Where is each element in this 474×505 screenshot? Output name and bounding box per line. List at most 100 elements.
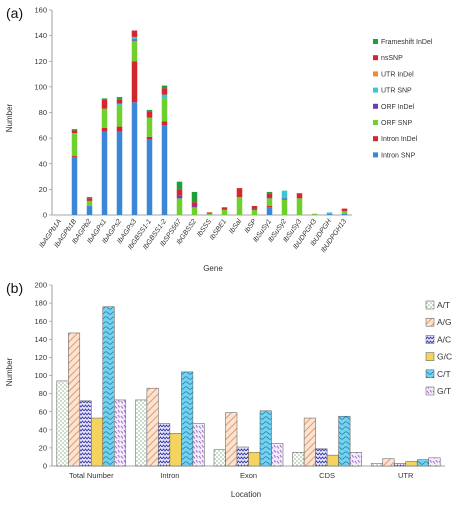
bar-ibgbss1-2-nssnp [161, 88, 168, 95]
b-x-axis-label: Location [231, 490, 261, 499]
bar-ibagpb1b-frameshift-indel [71, 129, 78, 131]
a-bars [71, 30, 348, 215]
legend-label-nssnp: nsSNP [381, 55, 403, 62]
legend-label-a-g: A/G [437, 317, 452, 327]
bar-ibsusy1-frameshift-indel [266, 191, 273, 194]
b-y-tick-label: 140 [34, 335, 47, 344]
bar-exon-g-t [271, 443, 284, 467]
bar-exon-a-c [236, 446, 249, 467]
legend-label-a-t: A/T [437, 300, 450, 310]
bar-ibagps3-orf-snp [131, 40, 138, 62]
bar-utr-a-g [382, 458, 395, 467]
bar-ibsss-nssnp [206, 212, 213, 214]
b-x-tick-label: Total Number [69, 471, 114, 480]
bar-utr-a-c [393, 463, 406, 467]
bar-ibagpb2-intron-snp [86, 206, 93, 215]
b-y-tick-label: 100 [34, 371, 47, 380]
bar-ibsusy3-orf-snp [296, 198, 303, 215]
b-bars [56, 306, 441, 467]
a-y-tick-label: 40 [39, 159, 47, 168]
bar-ibagpb2-orf-snp [86, 200, 93, 207]
a-y-tick-label: 80 [39, 108, 47, 117]
b-y-tick-label: 180 [34, 299, 47, 308]
a-x-tick-labels: IbAGPb1AIbAGPb1BIbAGPb2IbAGPs1IbAGPs2IbA… [38, 217, 348, 254]
legend-label-g-t: G/T [437, 386, 451, 396]
bar-ibgbss2-orf-indel [191, 206, 198, 208]
bar-exon-g-c [248, 452, 261, 467]
bar-total-number-g-t [114, 399, 127, 467]
b-legend: A/T A/G A/C G/C C/T G/T [425, 300, 452, 396]
bar-exon-c-t [259, 410, 272, 467]
bar-ibagps3-intron-indel [131, 61, 138, 103]
b-y-tick-label: 20 [39, 444, 47, 453]
a-y-tick-label: 120 [34, 57, 47, 66]
a-y-tick-label: 60 [39, 134, 47, 143]
legend-swatch-c-t [425, 369, 435, 379]
b-x-tick-labels: Total Number Intron Exon CDS UTR [69, 471, 414, 480]
legend-swatch-a-g [425, 317, 435, 327]
legend-swatch-intron-indel [373, 136, 378, 142]
b-y-tick-label: 200 [34, 281, 47, 290]
bar-ibgbss1-1-intron-snp [146, 139, 153, 215]
bar-ibgbss1-2-orf-snp [161, 98, 168, 122]
bar-ibudpgh-intron-snp [326, 213, 333, 215]
bar-ibagps1-intron-snp [101, 131, 108, 215]
a-y-tick-label: 140 [34, 31, 47, 40]
bar-ibagpb1b-orf-snp [71, 133, 78, 157]
bar-intron-a-t [135, 399, 148, 467]
bar-utr-a-t [370, 463, 383, 467]
bar-utr-g-c [405, 461, 418, 467]
legend-label-intron-snp: Intron SNP [381, 152, 416, 159]
legend-swatch-frameshift-indel [373, 39, 378, 44]
bar-ibagps3-orf-indel [131, 39, 138, 41]
bar-intron-g-t [192, 423, 205, 467]
bar-intron-c-t [181, 371, 194, 467]
legend-label-utr-indel: UTR InDel [381, 71, 414, 78]
bar-ibgbss1-2-utr-snp [161, 94, 168, 99]
bar-utr-g-t [428, 457, 441, 467]
bar-intron-g-c [169, 433, 182, 467]
bar-total-number-g-c [91, 417, 104, 467]
bar-ibgbss2-nssnp [191, 202, 198, 207]
bar-total-number-a-c [79, 400, 92, 467]
bar-ibagps3-intron-snp [131, 102, 138, 215]
legend-label-c-t: C/T [437, 369, 451, 379]
bar-ibsal-orf-snp [236, 197, 243, 215]
panel-a-label: (a) [6, 5, 23, 21]
bar-ibsbe1-nssnp [221, 207, 228, 210]
panel-b-label: (b) [6, 280, 23, 296]
bar-ibagps1-frameshift-indel [101, 98, 108, 100]
bar-ibagps2-utr-snp [116, 103, 123, 107]
a-axes: 0 20 40 60 80 100 120 140 160 [34, 6, 352, 220]
bar-total-number-a-t [56, 380, 69, 467]
bar-ibagps2-frameshift-indel [116, 97, 123, 100]
b-y-tick-label: 60 [39, 407, 47, 416]
bar-total-number-c-t [102, 306, 115, 467]
bar-ibagps1-nssnp [101, 99, 108, 109]
bar-ibsal-nssnp [236, 188, 243, 198]
bar-ibgbss1-1-frameshift-indel [146, 109, 153, 112]
bar-ibgbss1-1-nssnp [146, 111, 153, 118]
legend-swatch-a-c [425, 335, 435, 344]
b-x-tick-label: UTR [398, 471, 414, 480]
bar-ibgbss1-2-intron-snp [161, 125, 168, 215]
legend-swatch-intron-snp [373, 152, 378, 158]
bar-cds-g-t [349, 452, 362, 467]
bar-ibudpgh13-intron-snp [341, 213, 348, 215]
bar-ibagps1-orf-snp [101, 108, 108, 128]
bar-intron-a-c [158, 423, 171, 467]
bar-ibudpgh13-nssnp [341, 208, 348, 212]
a-x-tick-label: IbSal [228, 218, 243, 235]
b-y-tick-label: 120 [34, 353, 47, 362]
b-y-tick-label: 80 [39, 389, 47, 398]
bar-ibagps2-orf-snp [116, 106, 123, 127]
legend-swatch-g-c [425, 352, 435, 361]
legend-swatch-a-t [425, 300, 435, 310]
legend-swatch-utr-indel [373, 71, 378, 77]
bar-cds-g-c [326, 454, 339, 467]
bar-ibsbe1-orf-snp [221, 209, 228, 215]
legend-label-g-c: G/C [437, 352, 452, 362]
bar-ibgbss2-orf-snp [191, 207, 198, 215]
bar-ibgbss1-1-intron-indel [146, 136, 153, 140]
